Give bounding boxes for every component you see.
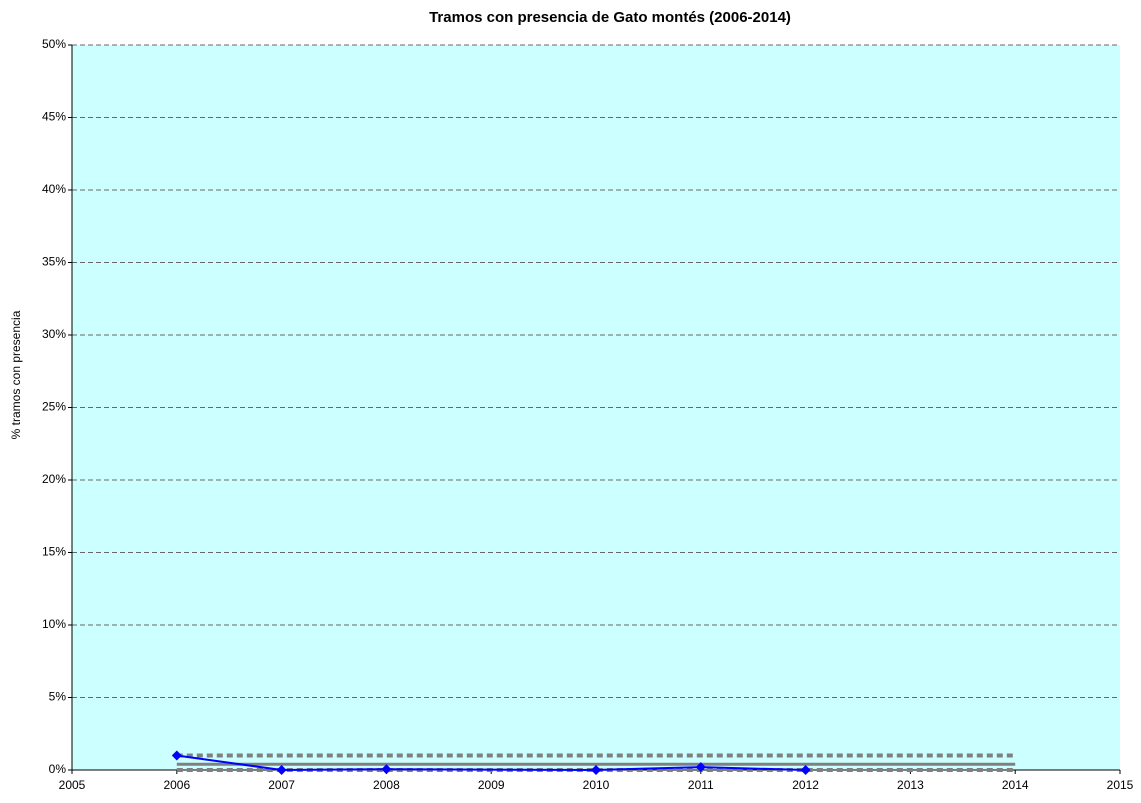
y-tick-label: 30% (42, 327, 66, 341)
y-tick-label: 40% (42, 182, 66, 196)
y-tick-label: 35% (42, 255, 66, 269)
y-tick-label: 10% (42, 617, 66, 631)
x-tick-label: 2005 (59, 778, 86, 792)
x-tick-label: 2008 (373, 778, 400, 792)
x-tick-label: 2012 (792, 778, 819, 792)
y-tick-label: 20% (42, 472, 66, 486)
y-axis-label: % tramos con presencia (9, 310, 23, 439)
data-point (171, 750, 182, 761)
x-tick-label: 2006 (163, 778, 190, 792)
x-tick-label: 2013 (897, 778, 924, 792)
y-tick-label: 45% (42, 110, 66, 124)
x-tick-label: 2007 (268, 778, 295, 792)
y-tick-label: 15% (42, 545, 66, 559)
y-tick-label: 25% (42, 400, 66, 414)
x-tick-label: 2009 (478, 778, 505, 792)
x-tick-label: 2010 (583, 778, 610, 792)
y-tick-label: 50% (42, 37, 66, 51)
y-tick-label: 5% (49, 690, 67, 704)
data-point (276, 765, 287, 775)
data-point (591, 765, 601, 775)
series-line (176, 754, 806, 772)
y-tick-label: 0% (49, 762, 67, 776)
data-point (695, 762, 706, 773)
x-tick-label: 2015 (1107, 778, 1134, 792)
x-tick-label: 2014 (1002, 778, 1029, 792)
x-tick-label: 2011 (688, 778, 714, 792)
data-point (381, 764, 392, 775)
data-point (800, 765, 811, 775)
chart-title: Tramos con presencia de Gato montés (200… (429, 9, 791, 26)
